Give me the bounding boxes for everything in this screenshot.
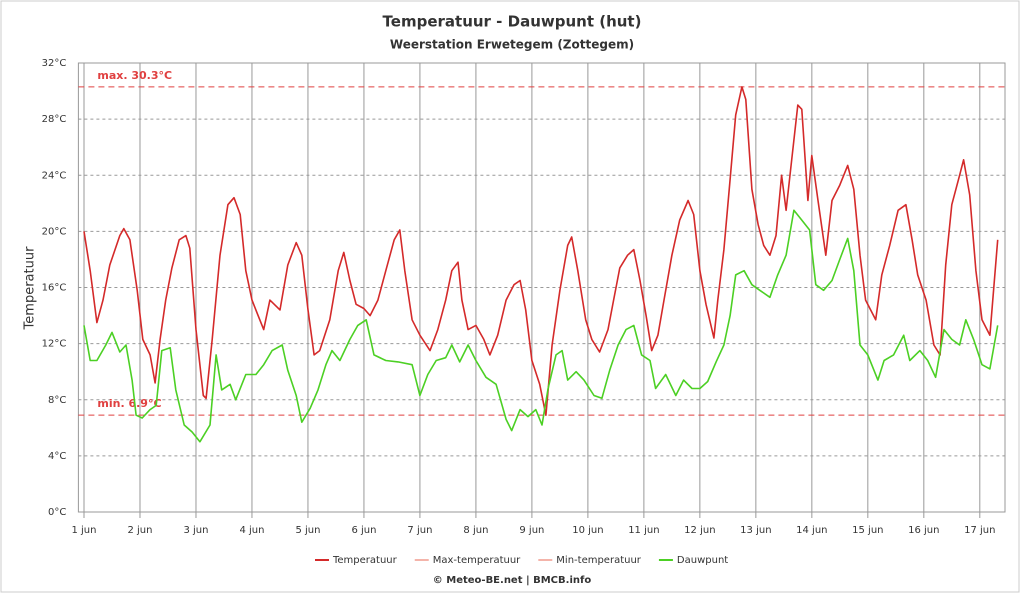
x-tick-label: 11 jun [628,525,659,536]
footer: © Meteo-BE.net | BMCB.info [433,575,592,586]
y-axis-label: Temperatuur [23,246,38,331]
x-tick-label: 12 jun [684,525,715,536]
y-tick-label: 28°C [42,114,67,125]
chart-title: Temperatuur - Dauwpunt (hut) [383,13,642,31]
legend-label: Dauwpunt [677,555,728,566]
y-tick-label: 4°C [48,451,66,462]
x-tick-label: 3 jun [183,525,208,536]
x-tick-label: 8 jun [463,525,488,536]
data-line [83,209,999,443]
x-tick-label: 2 jun [127,525,152,536]
x-tick-label: 10 jun [572,525,603,536]
y-tick-label: 12°C [42,339,67,350]
y-tick-label: 0°C [48,507,66,518]
y-tick-label: 8°C [48,395,66,406]
y-tick-label: 24°C [42,170,67,181]
x-tick-label: 13 jun [740,525,771,536]
x-tick-label: 14 jun [796,525,827,536]
reference-label: max. 30.3°C [97,69,172,82]
y-tick-label: 16°C [42,283,67,294]
x-tick-label: 4 jun [239,525,264,536]
legend-label: Min-temperatuur [556,555,642,566]
x-tick-label: 9 jun [519,525,544,536]
legend-label: Max-temperatuur [433,555,521,566]
x-tick-label: 5 jun [295,525,320,536]
chart-subtitle: Weerstation Erwetegem (Zottegem) [390,38,634,52]
x-tick-label: 7 jun [407,525,432,536]
x-tick-label: 15 jun [852,525,883,536]
y-tick-label: 20°C [42,226,67,237]
x-tick-label: 1 jun [71,525,96,536]
legend-label: Temperatuur [332,555,398,566]
y-tick-label: 32°C [42,58,67,69]
x-tick-label: 16 jun [908,525,939,536]
reference-label: min. 6.9°C [97,397,161,410]
x-tick-label: 17 jun [964,525,995,536]
x-tick-label: 6 jun [351,525,376,536]
data-line [83,86,999,417]
